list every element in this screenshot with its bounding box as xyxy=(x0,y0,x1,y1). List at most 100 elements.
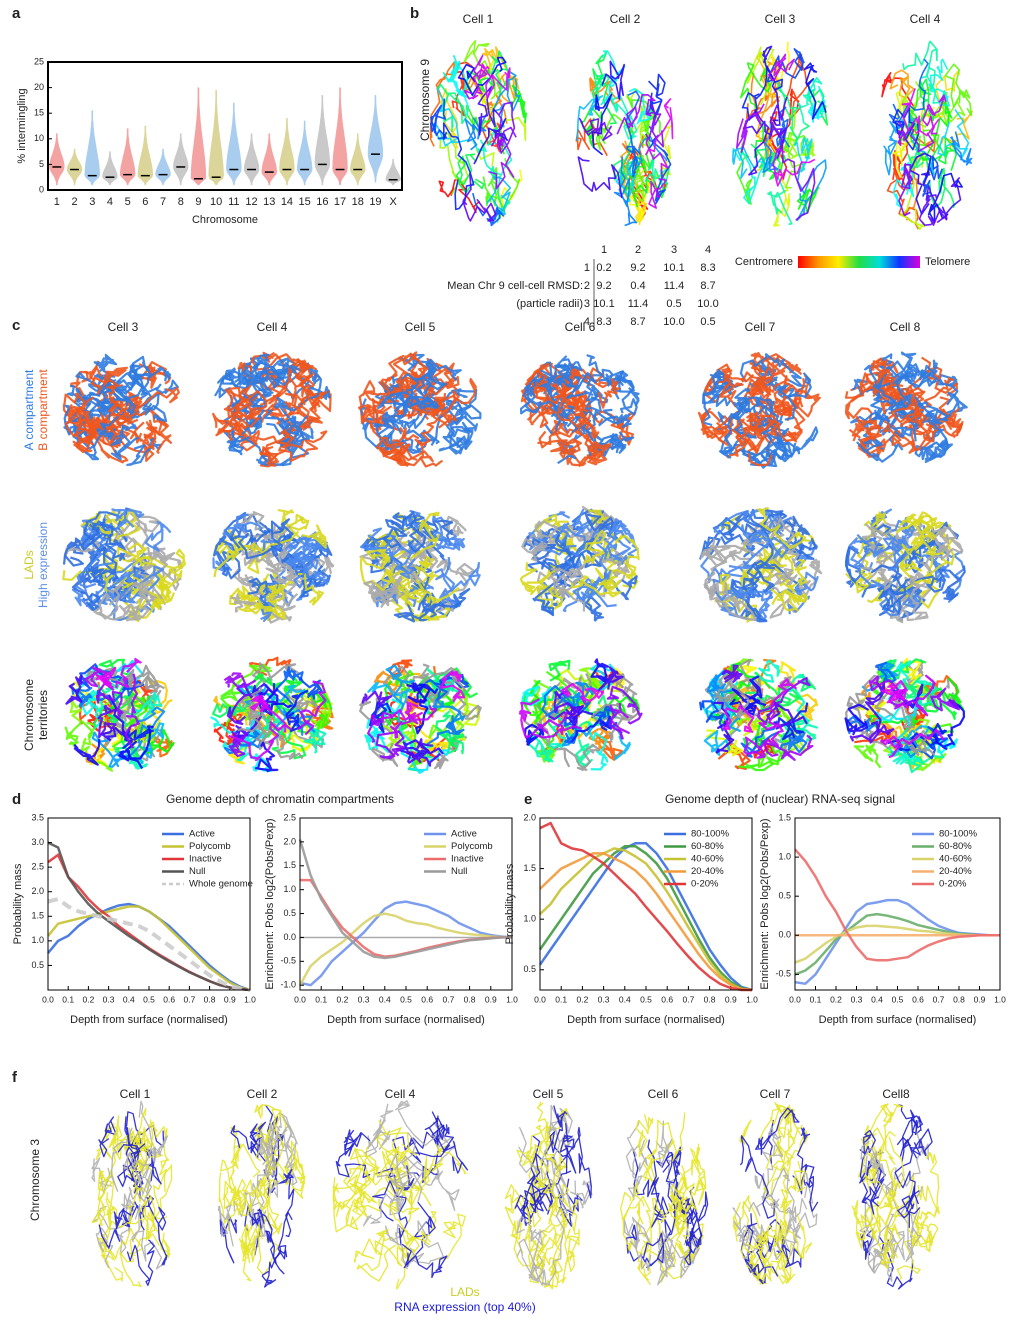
x-tick-label: 1.0 xyxy=(244,994,256,1004)
x-tick-label: 0.2 xyxy=(830,994,842,1004)
legend-label: Active xyxy=(189,829,215,840)
structure-strand xyxy=(943,587,958,599)
x-tick-label: 12 xyxy=(245,196,257,208)
violin xyxy=(67,149,82,185)
y-tick-label: 1.5 xyxy=(31,911,44,921)
figure: a b c d e f Genome depth of chromatin co… xyxy=(0,0,1013,1317)
structure-strand xyxy=(924,1153,939,1216)
y-tick-label: 2.5 xyxy=(31,862,44,872)
violin xyxy=(315,95,330,185)
x-tick-label: 0.7 xyxy=(933,994,945,1004)
violin xyxy=(191,88,206,185)
table-cell: 10.0 xyxy=(663,316,684,328)
table-cell: 10.1 xyxy=(593,298,614,310)
row-label: High expression xyxy=(36,522,50,608)
x-tick-label: 1.0 xyxy=(746,994,758,1004)
colorbar-label: Centromere xyxy=(735,256,793,268)
violin xyxy=(280,118,295,185)
y-axis-label: Probability mass xyxy=(12,863,24,944)
panel-label: b xyxy=(410,5,419,22)
legend-label: Null xyxy=(451,866,467,877)
cell-label: Cell 4 xyxy=(385,1087,416,1101)
x-tick-label: 9 xyxy=(195,196,201,208)
y-axis-label: Enrichment: Pobs log2(Pobs/Pexp) xyxy=(759,818,771,989)
x-tick-label: 0.9 xyxy=(485,994,497,1004)
cell-label: Cell 7 xyxy=(745,320,776,334)
table-cell: 9.2 xyxy=(596,280,611,292)
legend-label: RNA expression (top 40%) xyxy=(394,1300,535,1314)
legend-label: Active xyxy=(451,829,477,840)
violin xyxy=(209,90,224,185)
structure-strand xyxy=(344,1130,370,1150)
x-tick-label: 0.1 xyxy=(810,994,822,1004)
table-cell: 8.3 xyxy=(596,316,611,328)
y-tick-label: 15 xyxy=(34,108,44,118)
x-tick-label: 0.2 xyxy=(336,994,348,1004)
x-tick-label: 19 xyxy=(369,196,381,208)
table-cell: 10.0 xyxy=(697,298,718,310)
violin xyxy=(244,134,259,185)
x-tick-label: 0.5 xyxy=(892,994,904,1004)
x-tick-label: 18 xyxy=(352,196,364,208)
x-tick-label: 17 xyxy=(334,196,346,208)
violin xyxy=(173,134,188,185)
cell-label: Cell 7 xyxy=(760,1087,791,1101)
table-cell: 8.7 xyxy=(630,316,645,328)
cell-label: Cell 8 xyxy=(890,320,921,334)
x-tick-label: 7 xyxy=(160,196,166,208)
panel-label: c xyxy=(12,317,20,334)
panel-label: e xyxy=(524,791,532,808)
legend-label: 0-20% xyxy=(691,879,719,890)
x-tick-label: 0.5 xyxy=(400,994,412,1004)
y-tick-label: 1.0 xyxy=(778,851,791,861)
colorbar xyxy=(798,256,920,268)
x-tick-label: 4 xyxy=(107,196,113,208)
structure-strand xyxy=(750,661,780,685)
row-label: A compartment xyxy=(22,369,36,450)
x-tick-label: 0.4 xyxy=(619,994,631,1004)
table-cell: 9.2 xyxy=(630,262,645,274)
structure-strand xyxy=(773,1136,795,1170)
structure-strand xyxy=(280,1169,294,1236)
table-caption: Mean Chr 9 cell-cell RMSD: xyxy=(447,280,583,292)
cell-label: Cell 3 xyxy=(108,320,139,334)
y-tick-label: 2.5 xyxy=(283,812,296,822)
violin xyxy=(85,111,100,185)
cell-label: Cell 2 xyxy=(610,12,641,26)
legend-label: 0-20% xyxy=(939,879,967,890)
table-cell: 0.2 xyxy=(596,262,611,274)
x-tick-label: 0.0 xyxy=(789,994,801,1004)
table-row-label: 2 xyxy=(584,280,590,292)
plot-frame xyxy=(48,62,402,190)
x-tick-label: X xyxy=(389,196,397,208)
violin xyxy=(386,159,401,185)
colorbar-label: Telomere xyxy=(925,256,970,268)
x-tick-label: 0.6 xyxy=(661,994,673,1004)
y-tick-label: 3.5 xyxy=(31,812,44,822)
x-tick-label: 0.2 xyxy=(576,994,588,1004)
x-tick-label: 0.4 xyxy=(379,994,391,1004)
x-tick-label: 5 xyxy=(125,196,131,208)
y-tick-label: 3.0 xyxy=(31,837,44,847)
x-tick-label: 16 xyxy=(316,196,328,208)
structure-strand xyxy=(231,1127,260,1177)
violin xyxy=(262,134,277,185)
x-tick-label: 0.8 xyxy=(704,994,716,1004)
x-tick-label: 0.3 xyxy=(358,994,370,1004)
cell-label: Cell 3 xyxy=(765,12,796,26)
series-line xyxy=(48,843,250,990)
x-tick-label: 15 xyxy=(299,196,311,208)
x-tick-label: 0.1 xyxy=(315,994,327,1004)
x-tick-label: 1 xyxy=(54,196,60,208)
x-tick-label: 0.6 xyxy=(912,994,924,1004)
x-tick-label: 0.9 xyxy=(974,994,986,1004)
x-tick-label: 0.2 xyxy=(82,994,94,1004)
series-line xyxy=(300,914,512,986)
y-axis-label: Enrichment: Pobs log2(Pobs/Pexp) xyxy=(264,818,276,989)
table-cell: 11.4 xyxy=(628,298,649,310)
y-tick-label: 2.0 xyxy=(283,836,296,846)
cell-label: Cell 6 xyxy=(648,1087,679,1101)
x-tick-label: 0.7 xyxy=(682,994,694,1004)
table-row-label: 1 xyxy=(584,262,590,274)
x-tick-label: 0.7 xyxy=(442,994,454,1004)
